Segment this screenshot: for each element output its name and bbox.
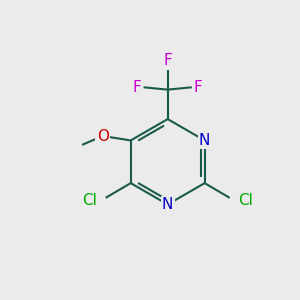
Text: Cl: Cl bbox=[82, 193, 98, 208]
Text: F: F bbox=[194, 80, 203, 95]
Text: N: N bbox=[199, 133, 210, 148]
Text: O: O bbox=[97, 128, 109, 143]
Text: F: F bbox=[133, 80, 141, 95]
Text: Cl: Cl bbox=[238, 193, 253, 208]
Text: F: F bbox=[163, 53, 172, 68]
Text: N: N bbox=[162, 197, 173, 212]
